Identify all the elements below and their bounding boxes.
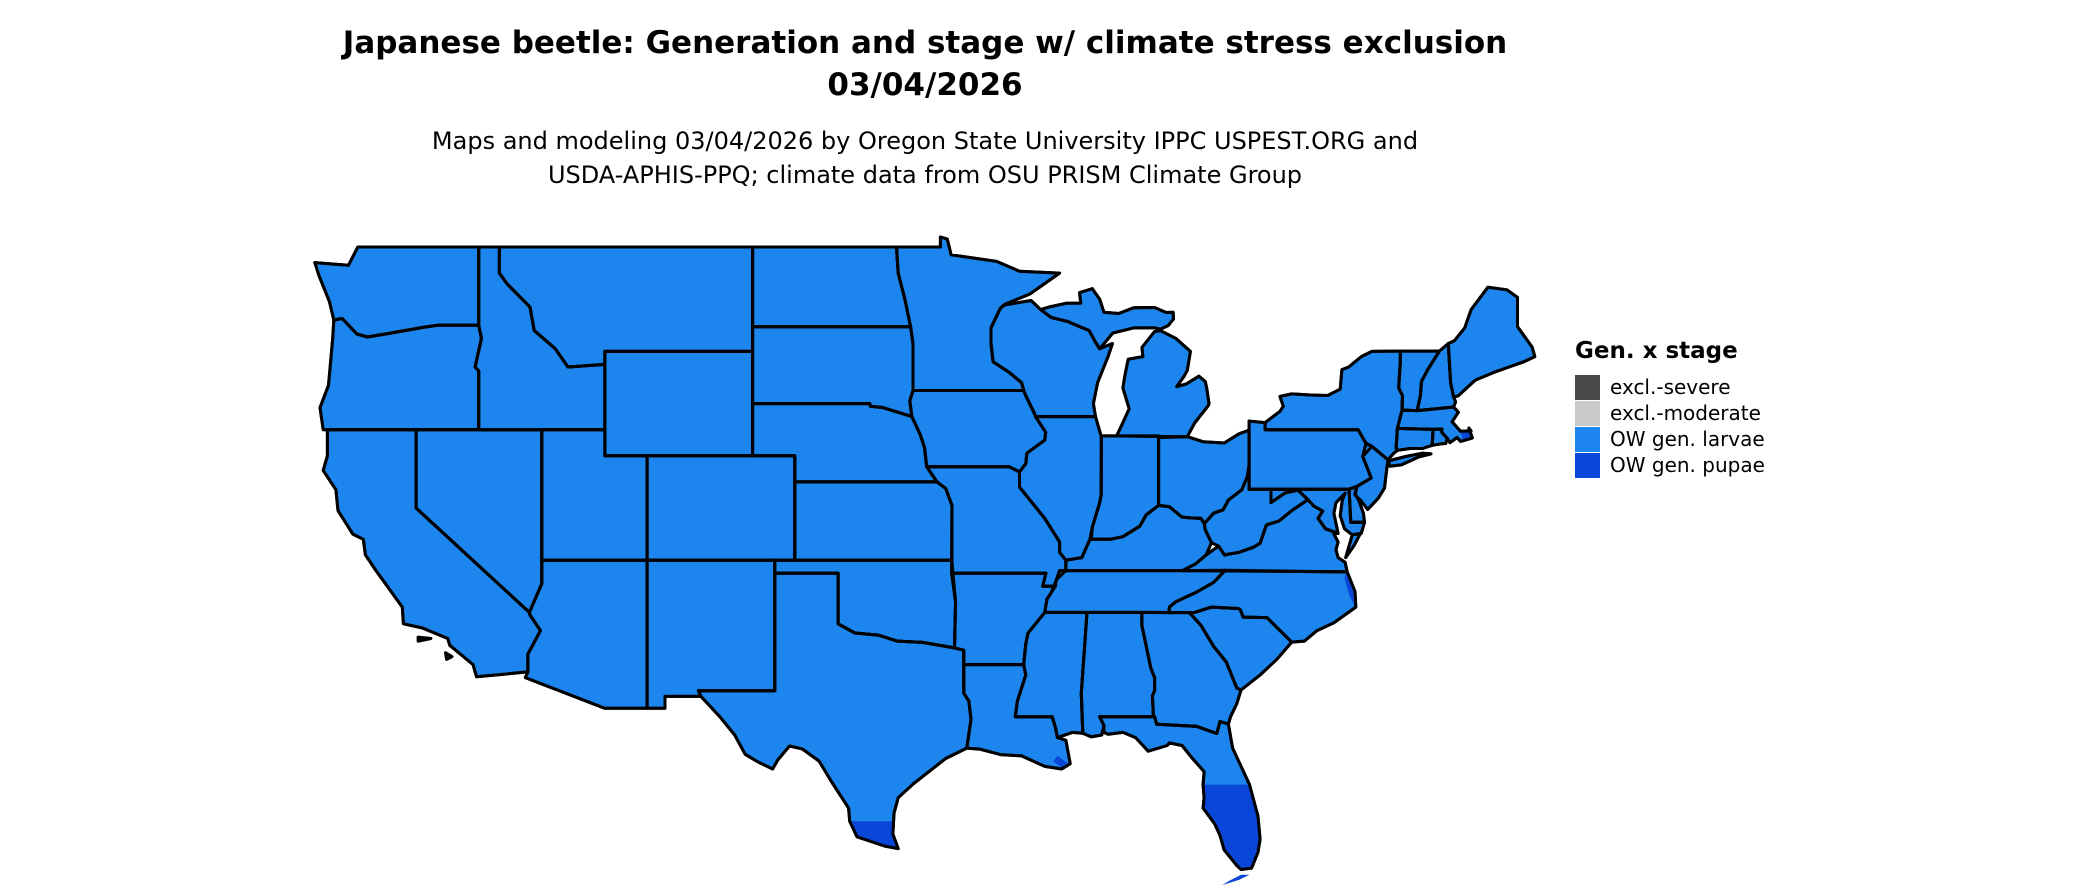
legend-item-ow-pupae: OW gen. pupae <box>1575 452 1765 478</box>
state-outline-NJ <box>1353 441 1390 511</box>
state-KS <box>793 480 954 562</box>
legend-swatch-ow-larvae <box>1575 426 1600 452</box>
state-CO <box>645 454 797 562</box>
overlay-NC-outer-banks <box>1344 570 1355 606</box>
state-WY <box>603 349 755 458</box>
legend-swatch-ow-pupae <box>1575 452 1600 478</box>
legend-item-excl-severe: excl.-severe <box>1575 374 1765 400</box>
legend-label-ow-pupae: OW gen. pupae <box>1610 453 1765 477</box>
state-outline-CA-channel-island-2 <box>444 651 454 661</box>
us-map <box>313 235 1537 886</box>
state-outline-NY-long-island <box>1386 451 1433 468</box>
state-outline-NC <box>1167 568 1358 644</box>
legend-label-ow-larvae: OW gen. larvae <box>1610 427 1765 451</box>
map-subtitle-line1: Maps and modeling 03/04/2026 by Oregon S… <box>431 127 1419 155</box>
legend-label-excl-moderate: excl.-moderate <box>1610 401 1761 425</box>
header: Japanese beetle: Generation and stage w/… <box>0 22 1850 192</box>
state-outline-TX <box>696 571 973 851</box>
state-outline-ME <box>1446 285 1537 399</box>
map-subtitle-line2: USDA-APHIS-PPQ; climate data from OSU PR… <box>547 161 1303 189</box>
map-subtitle: Maps and modeling 03/04/2026 by Oregon S… <box>0 124 1850 192</box>
overlay-TX-south <box>849 821 899 849</box>
legend-item-ow-larvae: OW gen. larvae <box>1575 426 1765 452</box>
state-outline-MI-upper <box>1039 287 1175 351</box>
state-outline-CA-channel-island-1 <box>416 635 433 643</box>
state-OR <box>318 317 483 432</box>
legend-swatch-excl-severe <box>1575 374 1600 400</box>
map-title-line2: 03/04/2026 <box>827 67 1023 103</box>
legend-item-excl-moderate: excl.-moderate <box>1575 400 1765 426</box>
legend-label-excl-severe: excl.-severe <box>1610 375 1731 399</box>
state-outline-MD <box>1269 487 1366 537</box>
overlay-FL-south <box>1203 784 1261 870</box>
us-map-container <box>300 230 1540 892</box>
state-ND <box>751 245 913 329</box>
map-title-line1: Japanese beetle: Generation and stage w/… <box>342 25 1508 61</box>
state-NM <box>645 558 777 710</box>
legend-title: Gen. x stage <box>1575 338 1738 364</box>
state-outline-MI-lower <box>1115 329 1211 439</box>
state-outline-VA-eastern-shore <box>1344 531 1362 560</box>
state-PA <box>1247 419 1374 491</box>
state-outline-FL <box>1098 715 1262 871</box>
map-legend: Gen. x stage excl.-severe excl.-moderate… <box>1575 338 1765 478</box>
overlay-FL-keys <box>1222 874 1250 886</box>
state-ME <box>1446 285 1537 399</box>
legend-swatch-excl-moderate <box>1575 400 1600 426</box>
